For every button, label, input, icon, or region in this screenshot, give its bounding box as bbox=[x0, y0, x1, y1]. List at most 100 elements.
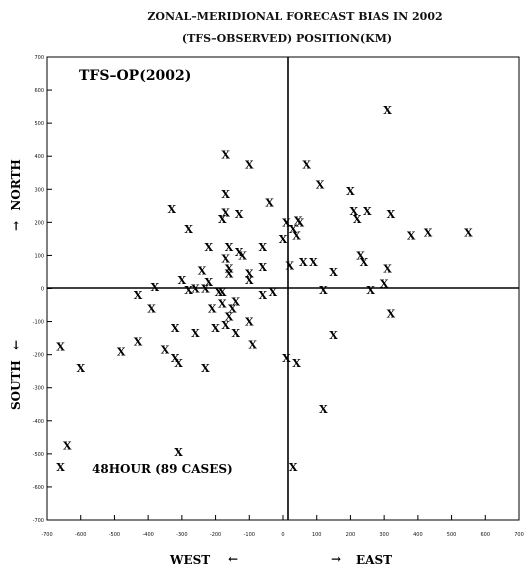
y-tick-label: 600 bbox=[34, 88, 44, 94]
data-point: X bbox=[380, 278, 389, 291]
data-point: X bbox=[387, 208, 396, 221]
y-tick-label: -600 bbox=[33, 485, 44, 491]
y-tick-label: 200 bbox=[34, 220, 44, 226]
data-point: X bbox=[424, 226, 433, 239]
data-point: X bbox=[235, 208, 244, 221]
data-point: X bbox=[225, 241, 234, 254]
data-point: X bbox=[232, 296, 241, 309]
data-point: X bbox=[221, 253, 230, 266]
data-point: X bbox=[63, 440, 72, 453]
data-point: X bbox=[265, 197, 274, 210]
data-point: X bbox=[191, 283, 200, 296]
data-point: X bbox=[228, 302, 237, 315]
data-point: X bbox=[292, 357, 301, 370]
chart-title: ZONAL–MERIDIONAL FORECAST BIAS IN 2002 bbox=[147, 10, 442, 23]
y-tick-label: -300 bbox=[33, 386, 44, 392]
data-point: X bbox=[245, 274, 254, 287]
data-point: X bbox=[221, 149, 230, 162]
data-point: X bbox=[258, 261, 267, 274]
east-arrow: → bbox=[331, 552, 341, 566]
data-point: X bbox=[363, 205, 372, 218]
data-point: X bbox=[171, 322, 180, 335]
x-axis-label-east: EAST bbox=[356, 553, 392, 567]
data-point: X bbox=[258, 241, 267, 254]
south-arrow: ← bbox=[9, 340, 23, 350]
data-point: X bbox=[292, 230, 301, 243]
data-point: X bbox=[353, 213, 362, 226]
data-point: X bbox=[245, 316, 254, 329]
data-point: X bbox=[238, 249, 247, 262]
data-point: X bbox=[294, 215, 303, 228]
data-point: X bbox=[356, 249, 365, 262]
data-point: X bbox=[134, 335, 143, 348]
y-tick-label: 100 bbox=[34, 253, 44, 259]
data-point: X bbox=[56, 340, 65, 353]
x-tick-label: -300 bbox=[176, 532, 187, 538]
data-point: X bbox=[366, 284, 375, 297]
data-point: X bbox=[407, 230, 416, 243]
data-point: X bbox=[201, 283, 210, 296]
x-tick-label: 700 bbox=[514, 532, 524, 538]
data-point: X bbox=[282, 216, 291, 229]
north-arrow: → bbox=[9, 221, 23, 231]
data-point: X bbox=[221, 188, 230, 201]
data-point: X bbox=[191, 327, 200, 340]
data-point: X bbox=[221, 206, 230, 219]
x-tick-label: -100 bbox=[244, 532, 255, 538]
data-point: X bbox=[225, 311, 234, 324]
x-tick-label: -700 bbox=[41, 532, 52, 538]
y-tick-label: -500 bbox=[33, 452, 44, 458]
data-point: X bbox=[289, 461, 298, 474]
x-tick-label: -200 bbox=[210, 532, 221, 538]
data-point: X bbox=[205, 276, 214, 289]
data-point: X bbox=[215, 286, 224, 299]
y-tick-label: 700 bbox=[34, 55, 44, 61]
data-point: X bbox=[232, 327, 241, 340]
data-point: X bbox=[289, 223, 298, 236]
data-point: X bbox=[205, 241, 214, 254]
data-point: X bbox=[56, 461, 65, 474]
data-point: X bbox=[302, 158, 311, 171]
y-tick-label: 0 bbox=[41, 287, 44, 293]
data-point: X bbox=[319, 284, 328, 297]
x-tick-label: 400 bbox=[413, 532, 423, 538]
x-axis-label-west: WEST bbox=[169, 553, 210, 567]
data-point: X bbox=[269, 286, 278, 299]
annotation-bottom: 48HOUR (89 CASES) bbox=[92, 462, 233, 476]
data-point: X bbox=[285, 259, 294, 272]
data-point: X bbox=[167, 203, 176, 216]
data-point: X bbox=[360, 256, 369, 269]
data-point: X bbox=[151, 281, 160, 294]
data-point: X bbox=[184, 223, 193, 236]
data-point: X bbox=[245, 158, 254, 171]
data-point: X bbox=[346, 185, 355, 198]
data-point: X bbox=[309, 256, 318, 269]
data-point: X bbox=[184, 284, 193, 297]
data-point: X bbox=[225, 263, 234, 276]
y-axis-label-south: SOUTH bbox=[9, 360, 23, 410]
data-point: X bbox=[329, 266, 338, 279]
west-arrow: ← bbox=[228, 552, 238, 566]
data-point: X bbox=[171, 352, 180, 365]
x-tick-label: -500 bbox=[109, 532, 120, 538]
data-point: X bbox=[221, 319, 230, 332]
data-point: X bbox=[134, 289, 143, 302]
chart-subtitle: (TFS–OBSERVED) POSITION(KM) bbox=[182, 32, 392, 45]
x-tick-label: -400 bbox=[142, 532, 153, 538]
x-tick-label: 300 bbox=[379, 532, 389, 538]
x-tick-label: 500 bbox=[447, 532, 457, 538]
y-tick-label: 500 bbox=[34, 121, 44, 127]
data-point: X bbox=[235, 246, 244, 259]
data-point: X bbox=[147, 302, 156, 315]
y-tick-label: -400 bbox=[33, 419, 44, 425]
y-tick-label: 300 bbox=[34, 187, 44, 193]
y-tick-label: -200 bbox=[33, 353, 44, 359]
y-tick-label: -700 bbox=[33, 518, 44, 524]
data-point: X bbox=[218, 286, 227, 299]
data-point: X bbox=[245, 268, 254, 281]
data-point: X bbox=[282, 352, 291, 365]
y-tick-label: -100 bbox=[33, 320, 44, 326]
y-tick-label: 400 bbox=[34, 154, 44, 160]
data-point: X bbox=[464, 226, 473, 239]
